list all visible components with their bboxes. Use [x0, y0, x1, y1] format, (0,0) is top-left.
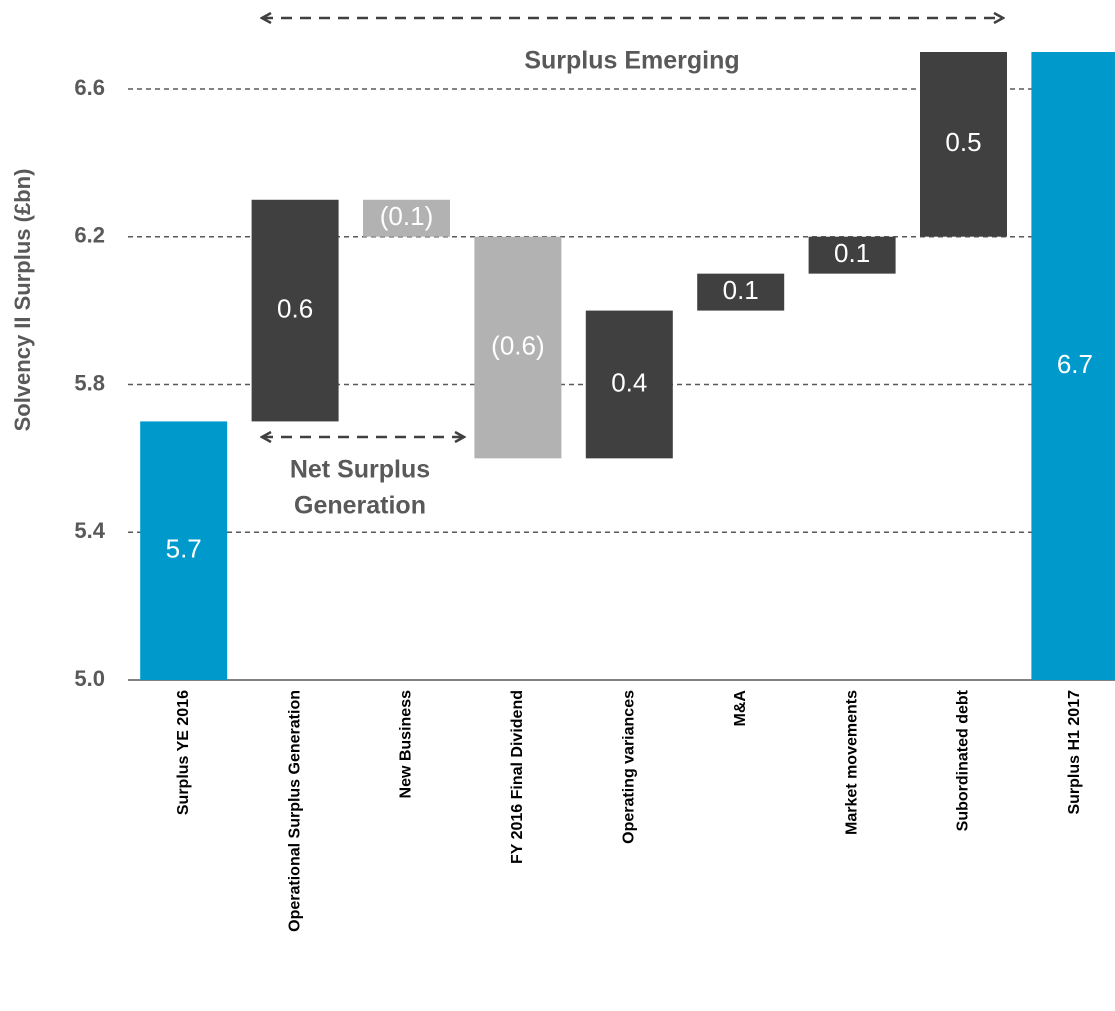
value-label: (0.1): [380, 201, 433, 231]
y-tick-label: 6.2: [74, 223, 105, 248]
annotation: Net Surplus: [290, 456, 430, 484]
bar: [808, 236, 896, 274]
x-tick-label: Operational Surplus Generation: [286, 690, 303, 932]
y-tick-label: 6.6: [74, 75, 105, 100]
value-label: 0.4: [611, 367, 647, 397]
bar: [251, 199, 339, 422]
value-label: 6.7: [1057, 349, 1093, 379]
x-tick-label: Subordinated debt: [955, 689, 972, 831]
x-tick-label: M&A: [732, 690, 749, 727]
y-tick-label: 5.4: [74, 518, 105, 543]
bar: [140, 421, 228, 680]
bar: [920, 52, 1007, 237]
y-axis-label: Solvency II Surplus (£bn): [10, 169, 35, 432]
x-tick-label: Surplus YE 2016: [175, 690, 192, 815]
bar: [474, 236, 562, 459]
x-tick-label: FY 2016 Final Dividend: [509, 690, 526, 864]
bar: [1031, 52, 1115, 680]
x-tick-label: Surplus H1 2017: [1066, 690, 1083, 815]
annotation: Surplus Emerging: [524, 47, 739, 75]
y-tick-label: 5.0: [74, 666, 105, 691]
value-label: 0.5: [945, 127, 981, 157]
annotation: Generation: [294, 492, 426, 520]
value-label: 0.1: [834, 238, 870, 268]
bar: [585, 310, 673, 459]
bar: [697, 273, 785, 311]
y-tick-label: 5.8: [74, 370, 105, 395]
bar: [363, 199, 450, 237]
x-tick-label: Operating variances: [621, 690, 638, 844]
value-label: 5.7: [166, 534, 202, 564]
x-tick-label: New Business: [398, 690, 415, 799]
value-label: 0.6: [277, 293, 313, 323]
value-label: (0.6): [491, 330, 544, 360]
value-label: 0.1: [723, 275, 759, 305]
x-tick-label: Market movements: [843, 690, 860, 835]
